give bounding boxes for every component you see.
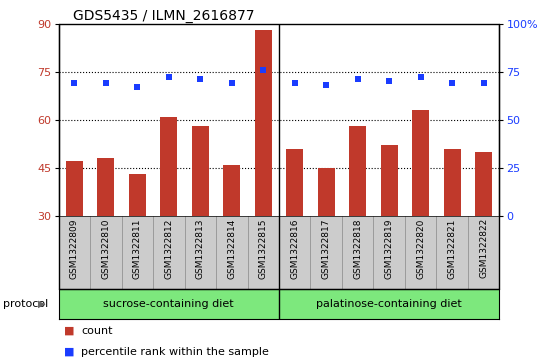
Point — [448, 80, 456, 86]
Text: GSM1322811: GSM1322811 — [133, 218, 142, 279]
Text: count: count — [81, 326, 112, 336]
Bar — [66, 162, 83, 216]
Bar — [160, 117, 177, 216]
Text: GSM1322820: GSM1322820 — [416, 218, 425, 278]
Text: GSM1322813: GSM1322813 — [196, 218, 205, 279]
Bar — [381, 146, 398, 216]
Text: GSM1322819: GSM1322819 — [384, 218, 394, 279]
Text: ■: ■ — [64, 347, 75, 357]
Point — [70, 80, 79, 86]
Text: GSM1322818: GSM1322818 — [353, 218, 362, 279]
Bar — [318, 168, 335, 216]
Point — [290, 80, 299, 86]
Text: GSM1322809: GSM1322809 — [70, 218, 79, 279]
Point — [196, 77, 205, 82]
Bar — [223, 165, 240, 216]
Text: GSM1322812: GSM1322812 — [164, 218, 174, 278]
Point — [133, 84, 142, 90]
Text: GSM1322821: GSM1322821 — [448, 218, 456, 278]
Text: GDS5435 / ILMN_2616877: GDS5435 / ILMN_2616877 — [73, 9, 254, 23]
Bar — [286, 149, 304, 216]
Point — [385, 78, 394, 84]
Text: palatinose-containing diet: palatinose-containing diet — [316, 299, 462, 309]
Point — [322, 82, 331, 88]
Point — [102, 80, 110, 86]
Text: sucrose-containing diet: sucrose-containing diet — [103, 299, 234, 309]
Bar — [444, 149, 461, 216]
Point — [227, 80, 236, 86]
Bar — [475, 152, 492, 216]
Point — [479, 80, 488, 86]
Text: protocol: protocol — [3, 299, 48, 309]
Text: percentile rank within the sample: percentile rank within the sample — [81, 347, 269, 357]
Text: GSM1322815: GSM1322815 — [259, 218, 268, 279]
Bar — [97, 158, 114, 216]
Bar — [254, 30, 272, 216]
Text: GSM1322810: GSM1322810 — [102, 218, 110, 279]
Text: GSM1322814: GSM1322814 — [227, 218, 236, 278]
Point — [259, 67, 268, 73]
Point — [353, 77, 362, 82]
Bar — [191, 126, 209, 216]
Text: ■: ■ — [64, 326, 75, 336]
Text: GSM1322817: GSM1322817 — [322, 218, 331, 279]
Text: ▶: ▶ — [38, 299, 45, 309]
Bar — [412, 110, 429, 216]
Text: GSM1322816: GSM1322816 — [290, 218, 299, 279]
Bar — [129, 174, 146, 216]
Bar — [349, 126, 367, 216]
Point — [165, 74, 174, 80]
Text: GSM1322822: GSM1322822 — [479, 218, 488, 278]
Point — [416, 74, 425, 80]
